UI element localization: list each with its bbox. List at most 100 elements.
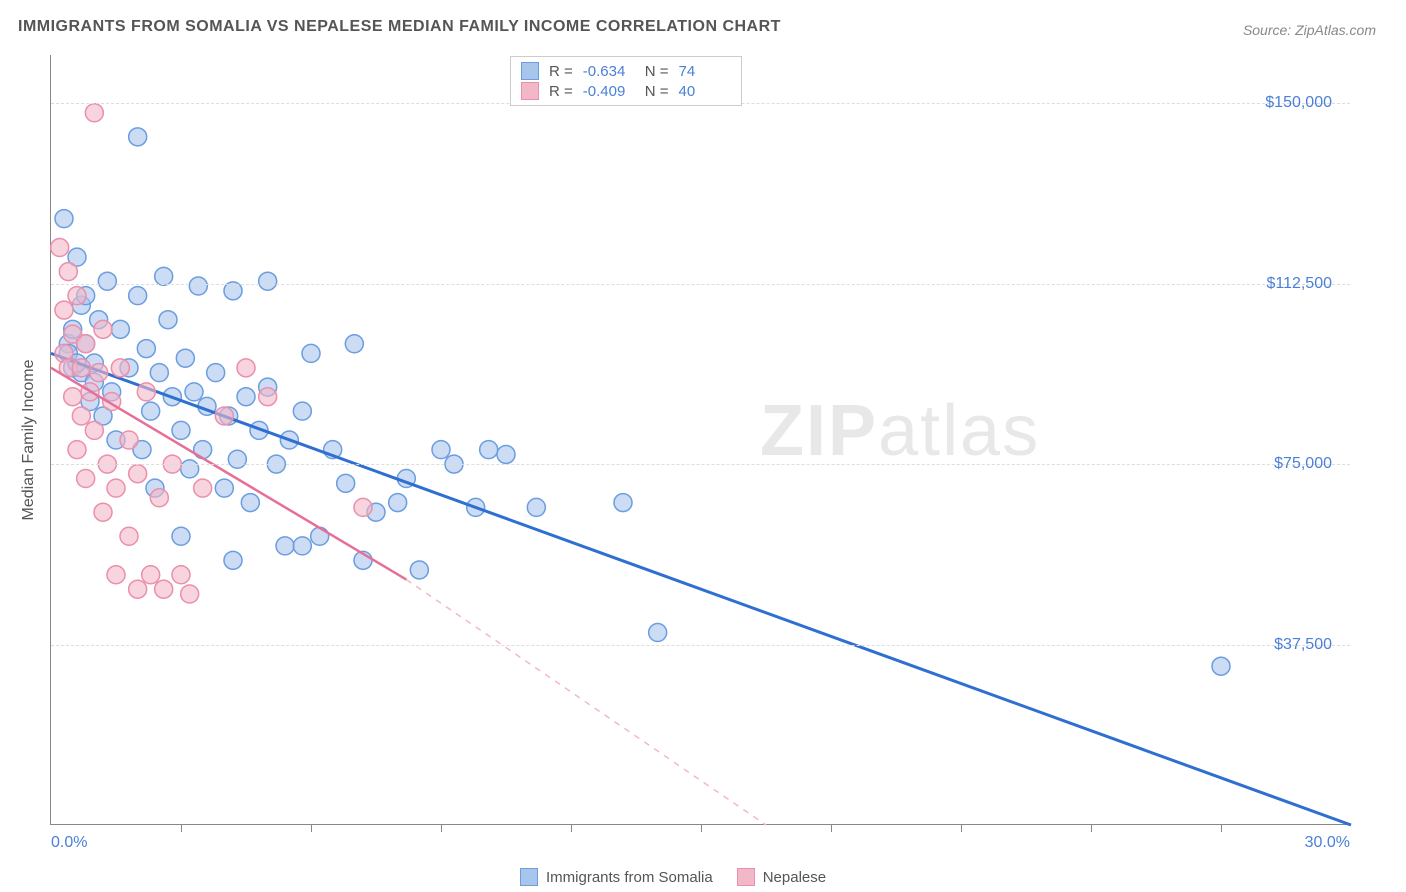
data-point xyxy=(72,407,90,425)
data-point xyxy=(55,301,73,319)
correlation-legend-row: R = -0.634 N = 74 xyxy=(521,61,731,81)
data-point xyxy=(137,383,155,401)
data-point xyxy=(51,239,69,257)
y-tick-label: $150,000 xyxy=(1265,94,1332,112)
data-point xyxy=(172,527,190,545)
data-point xyxy=(72,359,90,377)
x-tick xyxy=(701,824,702,832)
data-point xyxy=(172,566,190,584)
data-point xyxy=(345,335,363,353)
gridline xyxy=(51,284,1350,285)
data-point xyxy=(389,494,407,512)
data-point xyxy=(259,388,277,406)
data-point xyxy=(259,272,277,290)
x-tick xyxy=(571,824,572,832)
legend-n-label: N = xyxy=(645,83,669,100)
data-point xyxy=(432,441,450,459)
data-point xyxy=(276,537,294,555)
y-tick-label: $37,500 xyxy=(1274,636,1332,654)
data-point xyxy=(354,498,372,516)
data-point xyxy=(120,431,138,449)
series-legend-label: Immigrants from Somalia xyxy=(546,869,713,886)
series-legend: Immigrants from Somalia Nepalese xyxy=(520,868,826,886)
data-point xyxy=(77,470,95,488)
series-legend-item: Nepalese xyxy=(737,868,826,886)
x-tick xyxy=(831,824,832,832)
data-point xyxy=(85,104,103,122)
gridline xyxy=(51,464,1350,465)
correlation-legend: R = -0.634 N = 74 R = -0.409 N = 40 xyxy=(510,56,742,106)
data-point xyxy=(185,383,203,401)
data-point xyxy=(215,407,233,425)
legend-swatch xyxy=(521,82,539,100)
series-legend-label: Nepalese xyxy=(763,869,826,886)
data-point xyxy=(228,450,246,468)
data-point xyxy=(480,441,498,459)
data-point xyxy=(150,489,168,507)
data-point xyxy=(176,349,194,367)
legend-n-value: 40 xyxy=(679,83,731,100)
trend-line xyxy=(51,353,1351,825)
data-point xyxy=(129,580,147,598)
data-point xyxy=(293,537,311,555)
data-point xyxy=(194,441,212,459)
data-point xyxy=(194,479,212,497)
data-point xyxy=(142,402,160,420)
data-point xyxy=(77,335,95,353)
data-point xyxy=(159,311,177,329)
legend-swatch xyxy=(520,868,538,886)
source-attribution: Source: ZipAtlas.com xyxy=(1243,22,1376,38)
data-point xyxy=(142,566,160,584)
data-point xyxy=(237,359,255,377)
legend-n-label: N = xyxy=(645,63,669,80)
data-point xyxy=(137,340,155,358)
data-point xyxy=(181,460,199,478)
data-point xyxy=(1212,657,1230,675)
data-point xyxy=(527,498,545,516)
legend-r-value: -0.409 xyxy=(583,83,635,100)
data-point xyxy=(68,287,86,305)
scatter-plot-svg xyxy=(51,55,1350,824)
data-point xyxy=(241,494,259,512)
legend-r-label: R = xyxy=(549,63,573,80)
y-tick-label: $112,500 xyxy=(1266,275,1332,293)
data-point xyxy=(207,364,225,382)
data-point xyxy=(68,441,86,459)
chart-title: IMMIGRANTS FROM SOMALIA VS NEPALESE MEDI… xyxy=(18,18,781,36)
gridline xyxy=(51,645,1350,646)
data-point xyxy=(107,566,125,584)
legend-r-label: R = xyxy=(549,83,573,100)
data-point xyxy=(150,364,168,382)
data-point xyxy=(55,210,73,228)
data-point xyxy=(94,503,112,521)
x-tick xyxy=(441,824,442,832)
x-tick xyxy=(1091,824,1092,832)
data-point xyxy=(237,388,255,406)
legend-n-value: 74 xyxy=(679,63,731,80)
legend-r-value: -0.634 xyxy=(583,63,635,80)
data-point xyxy=(129,465,147,483)
trend-line xyxy=(51,368,406,580)
data-point xyxy=(59,263,77,281)
data-point xyxy=(94,320,112,338)
data-point xyxy=(129,128,147,146)
plot-area: $37,500$75,000$112,500$150,0000.0%30.0% xyxy=(50,55,1350,825)
data-point xyxy=(120,527,138,545)
legend-swatch xyxy=(521,62,539,80)
series-legend-item: Immigrants from Somalia xyxy=(520,868,713,886)
trend-line-extrapolated xyxy=(406,580,766,825)
data-point xyxy=(64,388,82,406)
x-tick xyxy=(181,824,182,832)
data-point xyxy=(172,421,190,439)
x-tick xyxy=(311,824,312,832)
data-point xyxy=(111,320,129,338)
y-tick-label: $75,000 xyxy=(1274,455,1332,473)
x-tick xyxy=(961,824,962,832)
x-tick-label-max: 30.0% xyxy=(1305,834,1350,852)
data-point xyxy=(155,580,173,598)
correlation-legend-row: R = -0.409 N = 40 xyxy=(521,81,731,101)
data-point xyxy=(181,585,199,603)
data-point xyxy=(293,402,311,420)
data-point xyxy=(90,364,108,382)
data-point xyxy=(497,445,515,463)
